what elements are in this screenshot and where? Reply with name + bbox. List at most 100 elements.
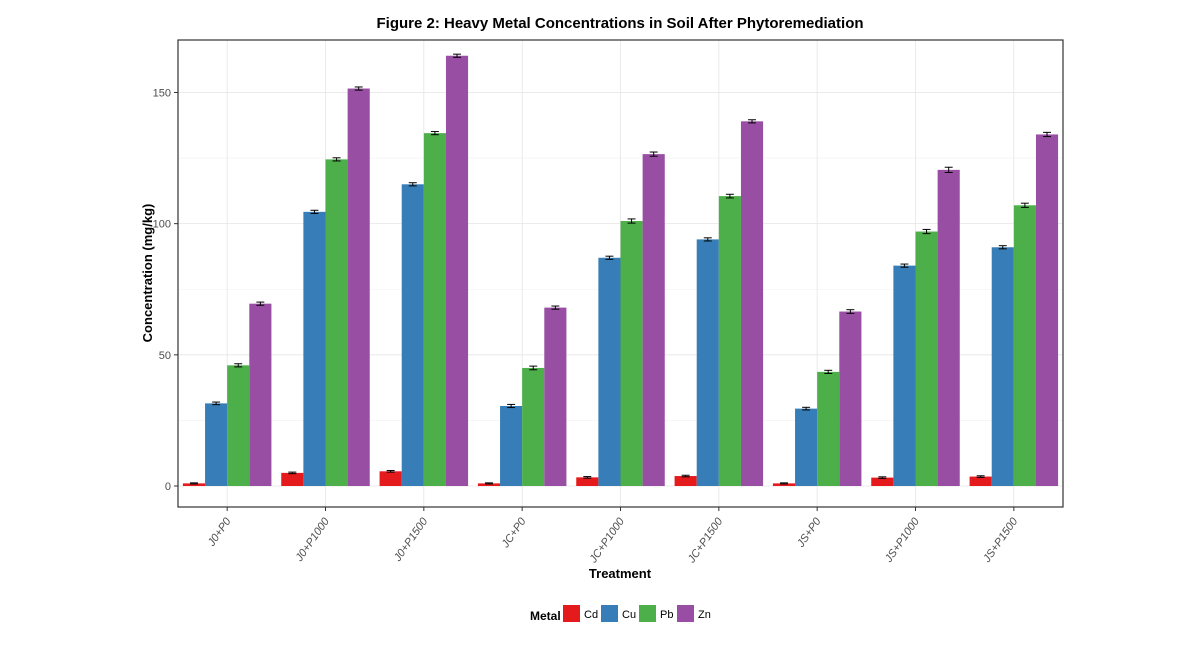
error-bars bbox=[189, 53, 1052, 485]
x-tick-label: JS+P1000 bbox=[882, 515, 922, 565]
bar-cu-j0-p1000 bbox=[303, 211, 326, 487]
error-bar bbox=[802, 406, 811, 411]
bar-zn-j0-p0 bbox=[249, 303, 272, 487]
x-tick-label: JC+P1500 bbox=[685, 515, 726, 566]
x-axis-title: Treatment bbox=[589, 566, 652, 581]
x-tick-label: J0+P0 bbox=[205, 515, 234, 549]
bar-pb-js-p0 bbox=[817, 371, 840, 487]
x-tick-label: J0+P1500 bbox=[391, 515, 431, 564]
y-tick-label: 100 bbox=[153, 219, 171, 231]
bar-cd-j0-p1000 bbox=[281, 472, 304, 487]
bar-zn-j0-p1500 bbox=[445, 55, 469, 487]
error-bar bbox=[779, 482, 788, 485]
bar-zn-j0-p1000 bbox=[347, 88, 370, 487]
bar-pb-jc-p1500 bbox=[718, 196, 741, 487]
bar-cd-j0-p0 bbox=[182, 483, 206, 487]
bar-cd-jc-p0 bbox=[477, 483, 501, 487]
legend: Metal Cd Cu Pb Zn bbox=[530, 605, 711, 623]
error-bar bbox=[212, 401, 221, 406]
error-bar bbox=[649, 151, 658, 157]
x-tick-label: JS+P0 bbox=[794, 515, 824, 550]
error-bar bbox=[507, 403, 516, 409]
error-bar bbox=[998, 245, 1007, 250]
error-bar bbox=[529, 365, 538, 371]
legend-title: Metal bbox=[530, 609, 561, 623]
error-bar bbox=[748, 119, 757, 124]
error-bar bbox=[944, 166, 953, 173]
legend-label-cd: Cd bbox=[584, 609, 598, 621]
bar-pb-jc-p1000 bbox=[620, 221, 643, 487]
x-tick-label: J0+P1000 bbox=[293, 515, 333, 564]
error-bar bbox=[310, 209, 319, 214]
legend-key-zn bbox=[677, 605, 694, 622]
error-bar bbox=[846, 309, 855, 314]
error-bar bbox=[976, 475, 985, 478]
bar-cu-js-p0 bbox=[795, 408, 818, 487]
bar-cu-js-p1500 bbox=[991, 247, 1014, 487]
bar-pb-js-p1500 bbox=[1013, 205, 1036, 487]
bar-pb-jc-p0 bbox=[522, 367, 545, 487]
error-bar bbox=[354, 86, 363, 91]
error-bar bbox=[605, 255, 614, 260]
y-tick-label: 150 bbox=[153, 87, 171, 99]
bar-cd-j0-p1500 bbox=[379, 471, 402, 487]
y-tick-label: 0 bbox=[165, 481, 171, 493]
bar-cu-j0-p0 bbox=[205, 403, 228, 487]
error-bar bbox=[922, 228, 931, 235]
error-bar bbox=[900, 263, 909, 268]
legend-label-pb: Pb bbox=[660, 609, 673, 621]
bar-cd-js-p1500 bbox=[969, 476, 992, 487]
bar-cd-jc-p1000 bbox=[576, 477, 599, 487]
error-bar bbox=[824, 369, 833, 374]
error-bar bbox=[189, 482, 198, 485]
bar-pb-j0-p1500 bbox=[423, 133, 446, 487]
bar-zn-js-p1000 bbox=[937, 169, 960, 487]
bars bbox=[182, 55, 1059, 487]
error-bar bbox=[256, 301, 265, 306]
legend-label-cu: Cu bbox=[622, 609, 636, 621]
x-axis-ticks: J0+P0 J0+P1000 J0+P1500 JC+P0 JC+P1000 JC+P15… bbox=[205, 507, 1021, 566]
error-bar bbox=[288, 471, 297, 475]
bar-cu-jc-p1000 bbox=[598, 257, 621, 487]
x-tick-label: JS+P1500 bbox=[981, 515, 1021, 565]
error-bar bbox=[430, 131, 439, 136]
bar-pb-j0-p0 bbox=[227, 365, 250, 487]
bar-cd-js-p1000 bbox=[871, 477, 894, 487]
bar-zn-js-p0 bbox=[839, 311, 862, 487]
x-tick-label: JC+P1000 bbox=[587, 515, 628, 566]
chart-title: Figure 2: Heavy Metal Concentrations in … bbox=[376, 15, 863, 32]
bar-pb-js-p1000 bbox=[915, 231, 938, 487]
legend-label-zn: Zn bbox=[698, 609, 711, 621]
error-bar bbox=[551, 305, 560, 310]
y-tick-label: 50 bbox=[159, 350, 171, 362]
error-bar bbox=[332, 157, 341, 162]
y-axis-ticks: 0 50 100 150 bbox=[153, 87, 178, 493]
bar-cd-jc-p1500 bbox=[674, 476, 697, 487]
bar-zn-js-p1500 bbox=[1035, 134, 1059, 487]
error-bar bbox=[386, 470, 395, 473]
error-bar bbox=[408, 182, 417, 187]
error-bar bbox=[627, 218, 636, 224]
bar-zn-jc-p0 bbox=[544, 307, 567, 487]
bar-cu-jc-p0 bbox=[500, 405, 523, 487]
bar-cu-jc-p1500 bbox=[696, 239, 719, 487]
x-tick-label: JC+P0 bbox=[499, 515, 529, 551]
bar-cu-j0-p1500 bbox=[401, 184, 424, 487]
bar-zn-jc-p1500 bbox=[740, 121, 764, 487]
legend-key-cd bbox=[563, 605, 580, 622]
error-bar bbox=[725, 193, 734, 199]
error-bar bbox=[681, 474, 690, 478]
error-bar bbox=[1043, 131, 1052, 138]
legend-key-pb bbox=[639, 605, 656, 622]
bar-pb-j0-p1000 bbox=[325, 159, 348, 487]
error-bar bbox=[453, 53, 462, 58]
error-bar bbox=[878, 476, 887, 479]
error-bar bbox=[703, 237, 712, 242]
error-bar bbox=[484, 482, 493, 485]
error-bar bbox=[1020, 202, 1029, 208]
bar-zn-jc-p1000 bbox=[642, 154, 665, 487]
error-bar bbox=[583, 476, 592, 479]
y-axis-title: Concentration (mg/kg) bbox=[140, 204, 155, 343]
legend-key-cu bbox=[601, 605, 618, 622]
